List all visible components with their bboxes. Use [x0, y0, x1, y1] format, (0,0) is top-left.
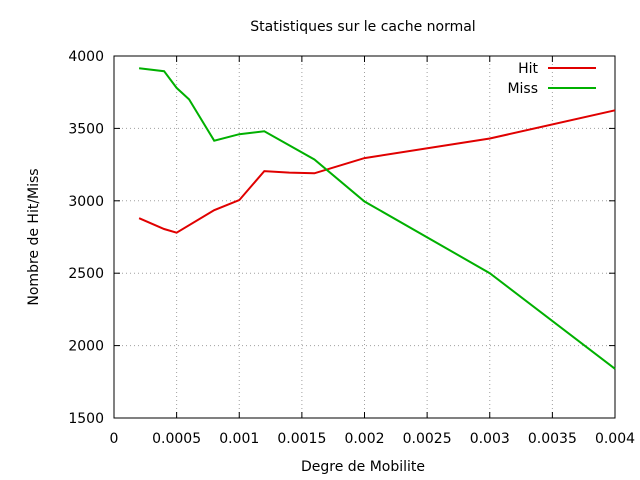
- x-tick-label: 0.002: [344, 431, 384, 447]
- y-tick-label: 3000: [68, 194, 104, 210]
- x-tick-label: 0: [110, 431, 119, 447]
- series-line-miss: [138, 67, 616, 370]
- y-tick-label: 2500: [68, 266, 104, 282]
- series-line-hit: [138, 109, 616, 234]
- x-tick-label: 0.001: [219, 431, 259, 447]
- axis-ticks: 0 0.0005 0.001 0.0015 0.002 0.0025 0.003 0.0035…: [68, 49, 635, 447]
- y-axis-label: Nombre de Hit/Miss: [26, 168, 42, 305]
- x-tick-label: 0.0005: [152, 431, 201, 447]
- y-tick-label: 4000: [68, 49, 104, 65]
- data-series: [138, 67, 616, 370]
- grid-lines: [114, 56, 615, 418]
- x-tick-label: 0.0035: [528, 431, 577, 447]
- y-tick-label: 3500: [68, 121, 104, 137]
- y-tick-label: 1500: [68, 411, 104, 427]
- legend-label: Hit: [518, 61, 538, 77]
- x-tick-label: 0.004: [595, 431, 635, 447]
- x-axis-label: Degre de Mobilite: [301, 459, 425, 475]
- x-tick-label: 0.003: [470, 431, 510, 447]
- legend: Hit Miss: [507, 61, 596, 97]
- x-tick-label: 0.0015: [277, 431, 326, 447]
- legend-label: Miss: [507, 81, 538, 97]
- y-tick-label: 2000: [68, 339, 104, 355]
- x-tick-label: 0.0025: [403, 431, 452, 447]
- chart-title: Statistiques sur le cache normal: [250, 19, 475, 35]
